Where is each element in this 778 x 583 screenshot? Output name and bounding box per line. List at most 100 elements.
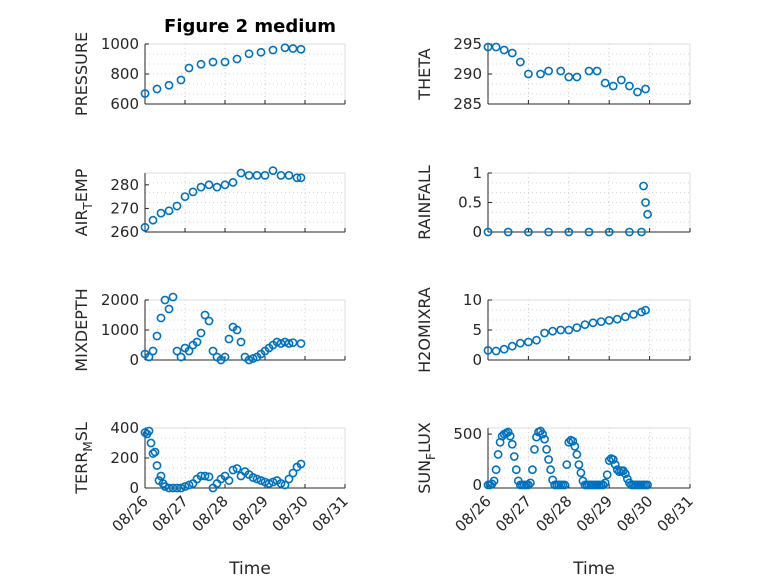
- data-point: [220, 352, 230, 362]
- data-point: [144, 426, 154, 436]
- data-point: [540, 328, 549, 338]
- data-point: [572, 323, 582, 332]
- y-tick-label: 0: [129, 479, 139, 497]
- data-point: [148, 346, 158, 356]
- data-point: [160, 482, 170, 491]
- x-tick-label: 08/27: [149, 492, 192, 535]
- data-point: [236, 168, 246, 178]
- data-point: [564, 437, 574, 447]
- y-tick-label: 0: [129, 351, 139, 369]
- data-point: [515, 57, 525, 67]
- data-point: [176, 483, 186, 493]
- data-point: [140, 89, 150, 98]
- data-point: [140, 222, 150, 232]
- y-tick-label: 500: [453, 425, 482, 443]
- y-axis-label: H2OMIXRA: [415, 287, 434, 373]
- data-point: [491, 346, 501, 356]
- data-point: [483, 42, 493, 52]
- data-point: [296, 44, 306, 54]
- data-point: [228, 465, 238, 475]
- data-point: [152, 461, 162, 470]
- data-point: [491, 42, 501, 52]
- data-point: [572, 72, 582, 82]
- x-tick-label: 08/29: [229, 492, 272, 535]
- y-tick-label: 290: [453, 65, 482, 83]
- data-point: [544, 455, 553, 464]
- x-tick-label: 08/30: [269, 492, 312, 535]
- data-point: [483, 227, 493, 237]
- data-point: [633, 87, 642, 97]
- y-tick-label: 260: [110, 223, 139, 241]
- data-point: [641, 198, 650, 207]
- y-tick-label: 280: [110, 176, 139, 194]
- data-point: [196, 182, 206, 192]
- data-point: [562, 460, 572, 470]
- data-point: [176, 75, 186, 85]
- y-axis-label: PRESSURE: [72, 32, 91, 116]
- data-point: [188, 187, 198, 197]
- y-tick-label: 2000: [101, 291, 139, 309]
- data-point: [505, 431, 515, 441]
- data-point: [524, 227, 533, 237]
- data-point: [292, 173, 302, 183]
- data-point: [643, 480, 652, 490]
- data-point: [544, 227, 553, 237]
- subplot-rainfall: 0 0.5 1 RAINFALL: [415, 164, 691, 241]
- data-point: [604, 315, 614, 325]
- data-point: [232, 54, 242, 64]
- y-tick-label: 10: [463, 291, 482, 309]
- y-axis-label: AIRTEMP: [72, 168, 95, 236]
- data-point: [148, 449, 158, 458]
- data-point: [491, 465, 501, 475]
- data-point: [280, 480, 290, 490]
- data-point: [524, 337, 533, 347]
- data-point: [152, 84, 162, 94]
- data-point: [639, 181, 648, 191]
- data-point: [592, 66, 602, 76]
- data-point: [284, 170, 294, 180]
- y-tick-label: 1000: [101, 321, 139, 339]
- data-point: [564, 325, 574, 335]
- y-tick-label: 1: [472, 164, 482, 182]
- data-point: [530, 444, 539, 454]
- data-point: [643, 209, 652, 219]
- data-point: [542, 444, 551, 454]
- data-point: [144, 352, 154, 362]
- subplot-pressure: 600 800 1000 PRESSURE: [72, 32, 346, 116]
- data-point: [164, 206, 174, 216]
- data-point: [568, 436, 578, 446]
- data-point: [544, 66, 553, 76]
- data-point: [204, 316, 214, 326]
- data-point: [156, 313, 166, 323]
- x-tick-label: 08/26: [109, 492, 152, 535]
- data-point: [616, 75, 626, 85]
- data-point: [200, 310, 210, 320]
- data-point: [252, 474, 262, 484]
- y-tick-label: 400: [110, 419, 139, 437]
- data-point: [296, 339, 306, 348]
- data-point: [176, 352, 186, 362]
- data-point: [620, 469, 630, 479]
- x-tick-label: 08/26: [452, 492, 495, 535]
- data-point: [160, 295, 170, 305]
- data-point: [200, 471, 210, 481]
- data-point: [264, 479, 274, 488]
- data-point: [540, 434, 549, 444]
- data-point: [172, 346, 182, 356]
- data-point: [507, 439, 517, 449]
- data-point: [288, 44, 298, 53]
- data-point: [232, 325, 242, 335]
- data-point: [515, 338, 525, 348]
- subplot-mixdepth: 0 1000 2000 MIXDEPTH: [72, 288, 346, 372]
- y-axis-label: THETA: [415, 48, 434, 100]
- data-point: [612, 314, 622, 324]
- y-tick-label: 200: [110, 449, 139, 467]
- data-point: [625, 81, 634, 91]
- data-point: [288, 338, 298, 347]
- subplot-h2omixra: 0 5 10 H2OMIXRA: [415, 287, 691, 373]
- y-axis-label: RAINFALL: [415, 165, 434, 240]
- data-point: [208, 57, 218, 67]
- data-point: [556, 325, 566, 335]
- data-point: [204, 472, 214, 482]
